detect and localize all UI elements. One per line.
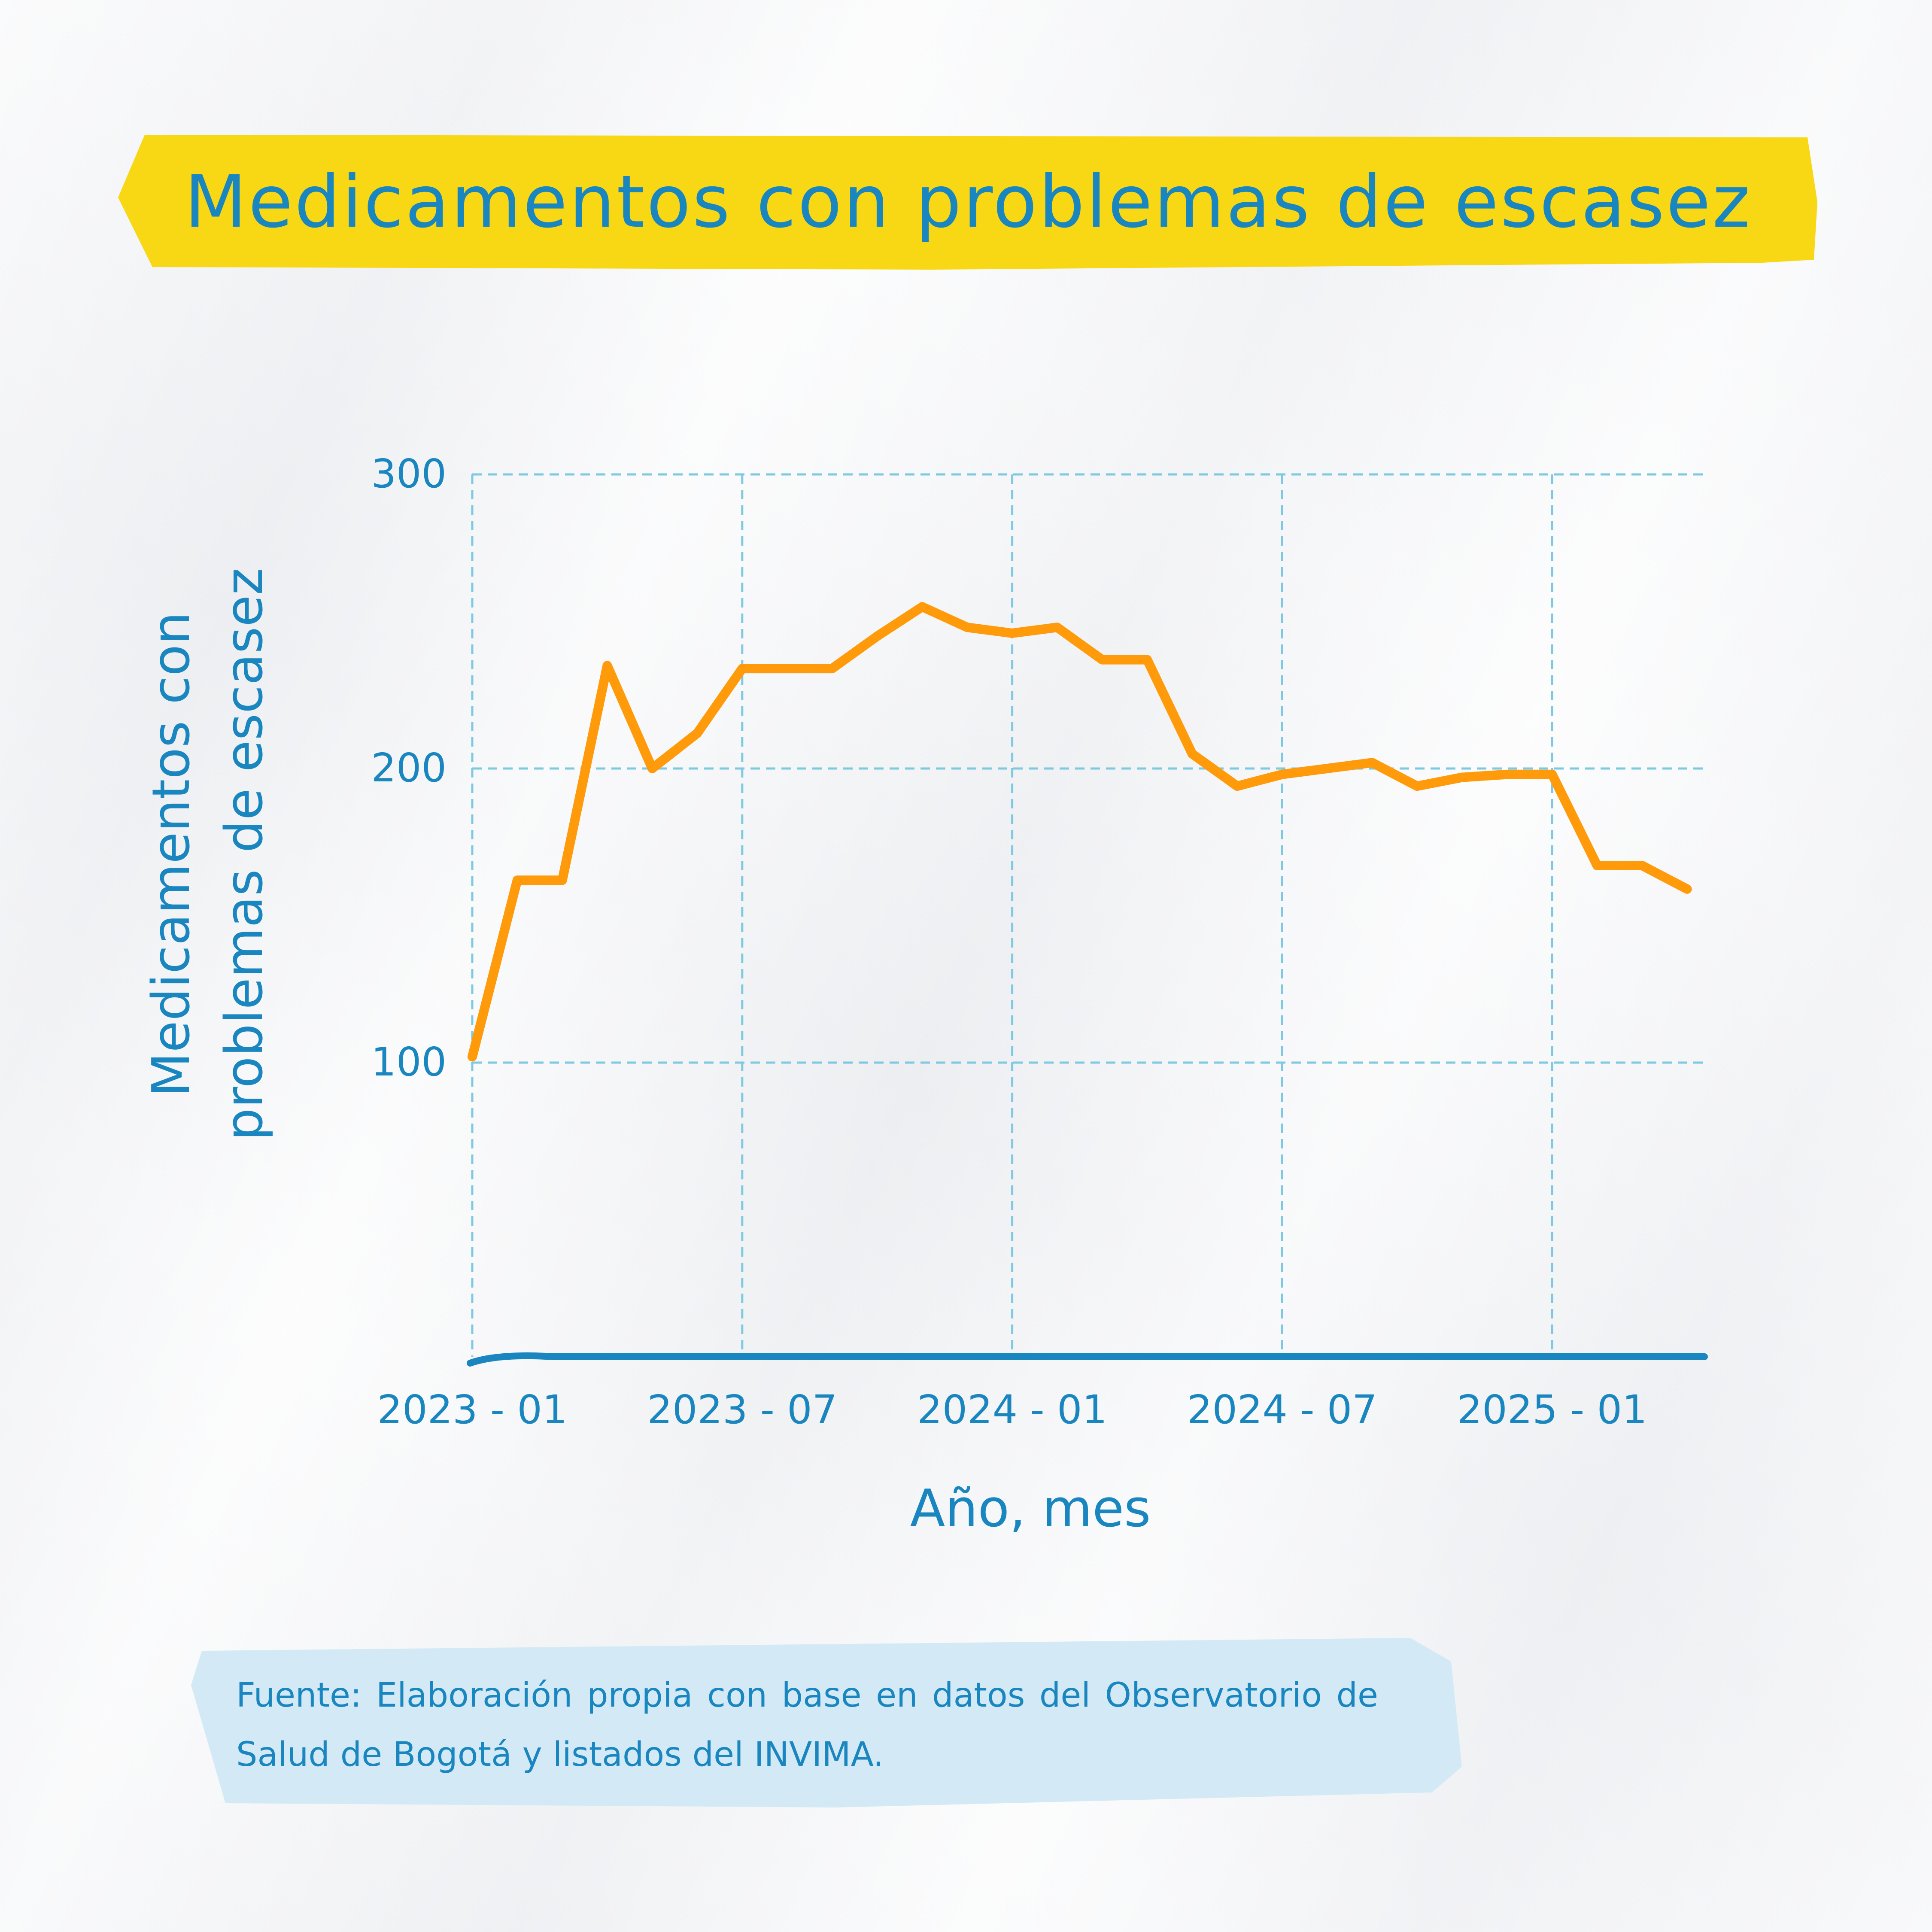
y-tick-label: 200: [371, 745, 447, 791]
x-tick-label: 2025 - 01: [1457, 1387, 1647, 1433]
chart-title: Medicamentos con problemas de escasez: [184, 160, 1752, 244]
source-note-shape: [191, 1638, 1462, 1807]
source-text: Fuente: Elaboración propia con base en d…: [236, 1676, 1378, 1774]
x-tick-label: 2023 - 01: [377, 1387, 568, 1433]
source-note: Fuente: Elaboración propia con base en d…: [191, 1638, 1462, 1810]
y-axis-label-line: Medicamentos con: [142, 612, 201, 1097]
x-tick-label: 2024 - 01: [917, 1387, 1107, 1433]
x-axis-line: [467, 1352, 1708, 1367]
axis-labels: 100 200 300 2023 - 01 2023 - 07 2024 - 01 2024…: [142, 451, 1647, 1539]
series-line: [468, 602, 1692, 1062]
grid-lines: [471, 473, 1704, 1357]
series: [468, 602, 1692, 1062]
y-tick-label: 300: [371, 451, 447, 497]
x-tick-label: 2024 - 07: [1187, 1387, 1377, 1433]
x-axis-label: Año, mes: [910, 1479, 1151, 1539]
title-banner: Medicamentos con problemas de escasez: [118, 133, 1818, 270]
title-banner-shape: [118, 135, 1817, 270]
y-axis-label-line: problemas de escasez: [215, 568, 274, 1141]
y-tick-label: 100: [371, 1039, 447, 1085]
axes: [467, 1352, 1708, 1367]
y-axis-label: Medicamentos con problemas de escasez: [142, 568, 274, 1141]
x-tick-label: 2023 - 07: [647, 1387, 837, 1433]
